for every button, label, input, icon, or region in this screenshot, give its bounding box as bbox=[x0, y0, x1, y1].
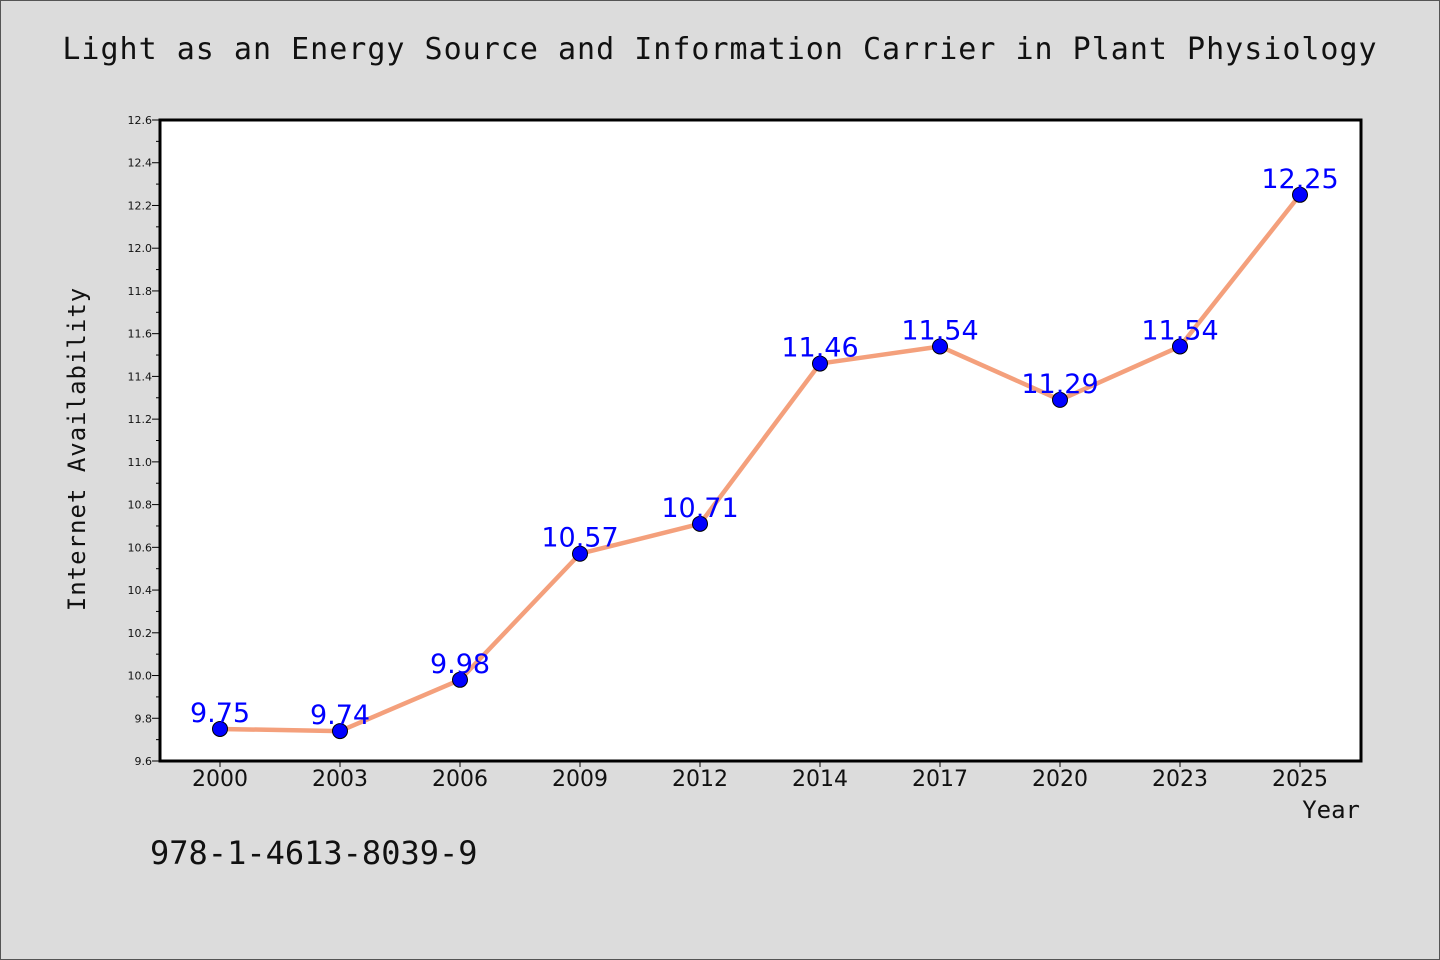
data-point bbox=[332, 723, 348, 740]
data-point bbox=[1292, 186, 1308, 203]
x-tick-label: 2006 bbox=[432, 767, 488, 792]
data-label: 11.29 bbox=[1021, 369, 1098, 400]
y-tick-label: 12.2 bbox=[128, 199, 153, 212]
x-tick-label: 2017 bbox=[912, 767, 968, 792]
x-tick-label: 2023 bbox=[1152, 767, 1208, 792]
y-tick-label: 10.4 bbox=[128, 584, 153, 597]
x-tick-label: 2020 bbox=[1032, 767, 1088, 792]
data-label: 10.57 bbox=[541, 523, 618, 554]
data-label: 9.98 bbox=[430, 649, 490, 680]
plot-border bbox=[158, 118, 1363, 763]
y-tick-label: 11.8 bbox=[128, 285, 153, 298]
y-tick-label: 12.6 bbox=[128, 114, 153, 127]
data-point bbox=[932, 338, 948, 355]
x-tick-label: 2025 bbox=[1272, 767, 1328, 792]
y-tick-label: 11.6 bbox=[128, 328, 153, 341]
y-tick-label: 12.4 bbox=[128, 157, 153, 170]
y-tick-label: 12.0 bbox=[128, 242, 153, 255]
y-tick-label: 11.2 bbox=[128, 413, 153, 426]
data-label: 11.54 bbox=[1141, 315, 1218, 346]
x-axis-label: Year bbox=[1302, 796, 1360, 824]
data-point bbox=[692, 515, 708, 532]
y-tick-label: 10.6 bbox=[128, 541, 153, 554]
y-tick-label: 10.0 bbox=[128, 670, 153, 683]
data-point bbox=[212, 720, 228, 737]
isbn-text: 978-1-4613-8039-9 bbox=[150, 834, 478, 872]
data-label: 11.54 bbox=[901, 315, 978, 346]
x-tick-label: 2012 bbox=[672, 767, 728, 792]
data-label: 9.75 bbox=[190, 698, 250, 729]
data-point bbox=[812, 355, 828, 372]
data-point bbox=[1052, 391, 1068, 408]
y-tick-label: 9.6 bbox=[135, 755, 153, 768]
y-tick-label: 10.8 bbox=[128, 499, 153, 512]
data-label: 9.74 bbox=[310, 700, 370, 731]
y-tick-label: 9.8 bbox=[135, 712, 153, 725]
chart-title: Light as an Energy Source and Informatio… bbox=[62, 32, 1378, 67]
y-tick-label: 10.2 bbox=[128, 627, 153, 640]
data-point bbox=[572, 545, 588, 562]
x-tick-label: 2003 bbox=[312, 767, 368, 792]
data-label: 12.25 bbox=[1261, 164, 1338, 195]
data-point bbox=[1172, 338, 1188, 355]
x-tick-label: 2009 bbox=[552, 767, 608, 792]
x-tick-label: 2000 bbox=[192, 767, 248, 792]
y-tick-label: 11.4 bbox=[128, 370, 153, 383]
x-tick-label: 2014 bbox=[792, 767, 848, 792]
data-label: 11.46 bbox=[781, 333, 858, 364]
data-label: 10.71 bbox=[661, 493, 738, 524]
data-point bbox=[452, 671, 468, 688]
y-tick-label: 11.0 bbox=[128, 456, 153, 469]
series-line bbox=[217, 192, 1303, 734]
